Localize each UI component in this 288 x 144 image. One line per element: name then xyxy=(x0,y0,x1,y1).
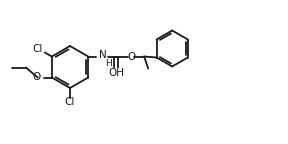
Text: OH: OH xyxy=(108,68,124,77)
Text: O: O xyxy=(127,52,135,61)
Text: N: N xyxy=(99,51,107,60)
Text: Cl: Cl xyxy=(33,43,43,54)
Text: H: H xyxy=(105,58,112,68)
Text: O: O xyxy=(33,72,41,83)
Text: Cl: Cl xyxy=(65,97,75,107)
